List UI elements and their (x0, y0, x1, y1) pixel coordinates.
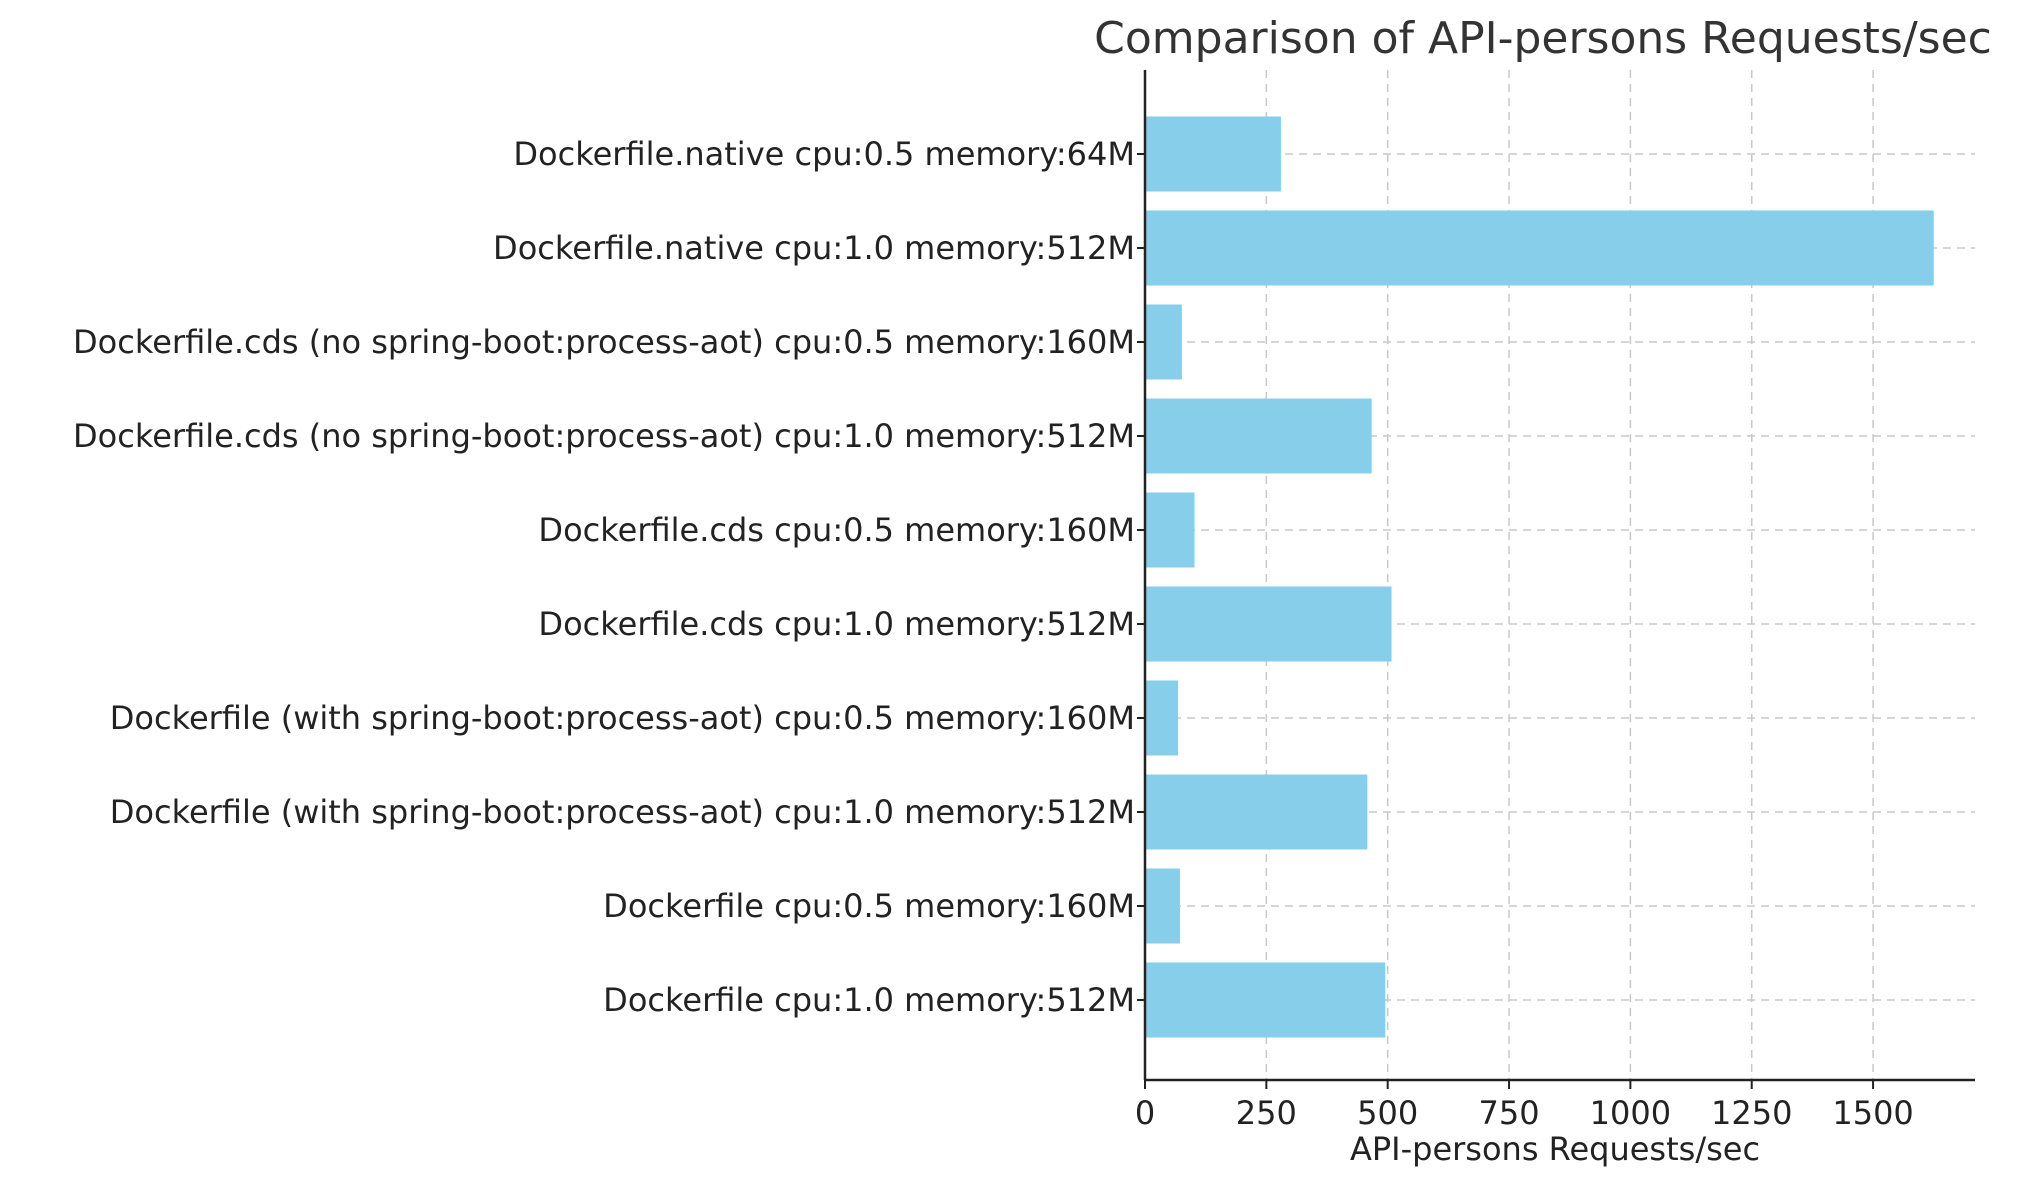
category-label-7: Dockerfile (with spring-boot:process-aot… (110, 793, 1135, 831)
bar-9 (1145, 962, 1386, 1038)
category-label-0: Dockerfile.native cpu:0.5 memory:64M (513, 135, 1135, 173)
bar-1 (1145, 210, 1934, 286)
x-tick-label-0: 0 (1135, 1094, 1155, 1132)
bar-7 (1145, 774, 1368, 850)
category-label-2: Dockerfile.cds (no spring-boot:process-a… (73, 323, 1135, 361)
bar-2 (1145, 304, 1182, 380)
category-label-6: Dockerfile (with spring-boot:process-aot… (110, 699, 1135, 737)
bar-0 (1145, 116, 1281, 192)
x-tick-label-6: 1500 (1832, 1094, 1913, 1132)
x-axis-title: API-persons Requests/sec (1350, 1130, 1760, 1168)
bar-4 (1145, 492, 1195, 568)
tick-layer: 0 250 500 750 1000 1250 1500 (1135, 153, 1914, 1132)
category-label-3: Dockerfile.cds (no spring-boot:process-a… (73, 417, 1135, 455)
chart-title: Comparison of API-persons Requests/sec (1094, 13, 1992, 64)
category-label-1: Dockerfile.native cpu:1.0 memory:512M (493, 229, 1135, 267)
x-tick-label-5: 1250 (1711, 1094, 1792, 1132)
x-tick-label-3: 750 (1478, 1094, 1539, 1132)
category-label-9: Dockerfile cpu:1.0 memory:512M (603, 981, 1135, 1019)
bar-5 (1145, 586, 1392, 662)
bar-6 (1145, 680, 1179, 756)
x-tick-label-2: 500 (1357, 1094, 1418, 1132)
category-label-4: Dockerfile.cds cpu:0.5 memory:160M (538, 511, 1135, 549)
x-tick-label-1: 250 (1236, 1094, 1297, 1132)
category-label-layer: Dockerfile.native cpu:0.5 memory:64M Dock… (73, 135, 1135, 1019)
axis-layer (1143, 70, 1975, 1082)
bar-8 (1145, 868, 1180, 944)
x-tick-label-4: 1000 (1590, 1094, 1671, 1132)
category-label-8: Dockerfile cpu:0.5 memory:160M (603, 887, 1135, 925)
bar-layer (1145, 116, 1934, 1038)
category-label-5: Dockerfile.cds cpu:1.0 memory:512M (538, 605, 1135, 643)
bar-3 (1145, 398, 1372, 474)
